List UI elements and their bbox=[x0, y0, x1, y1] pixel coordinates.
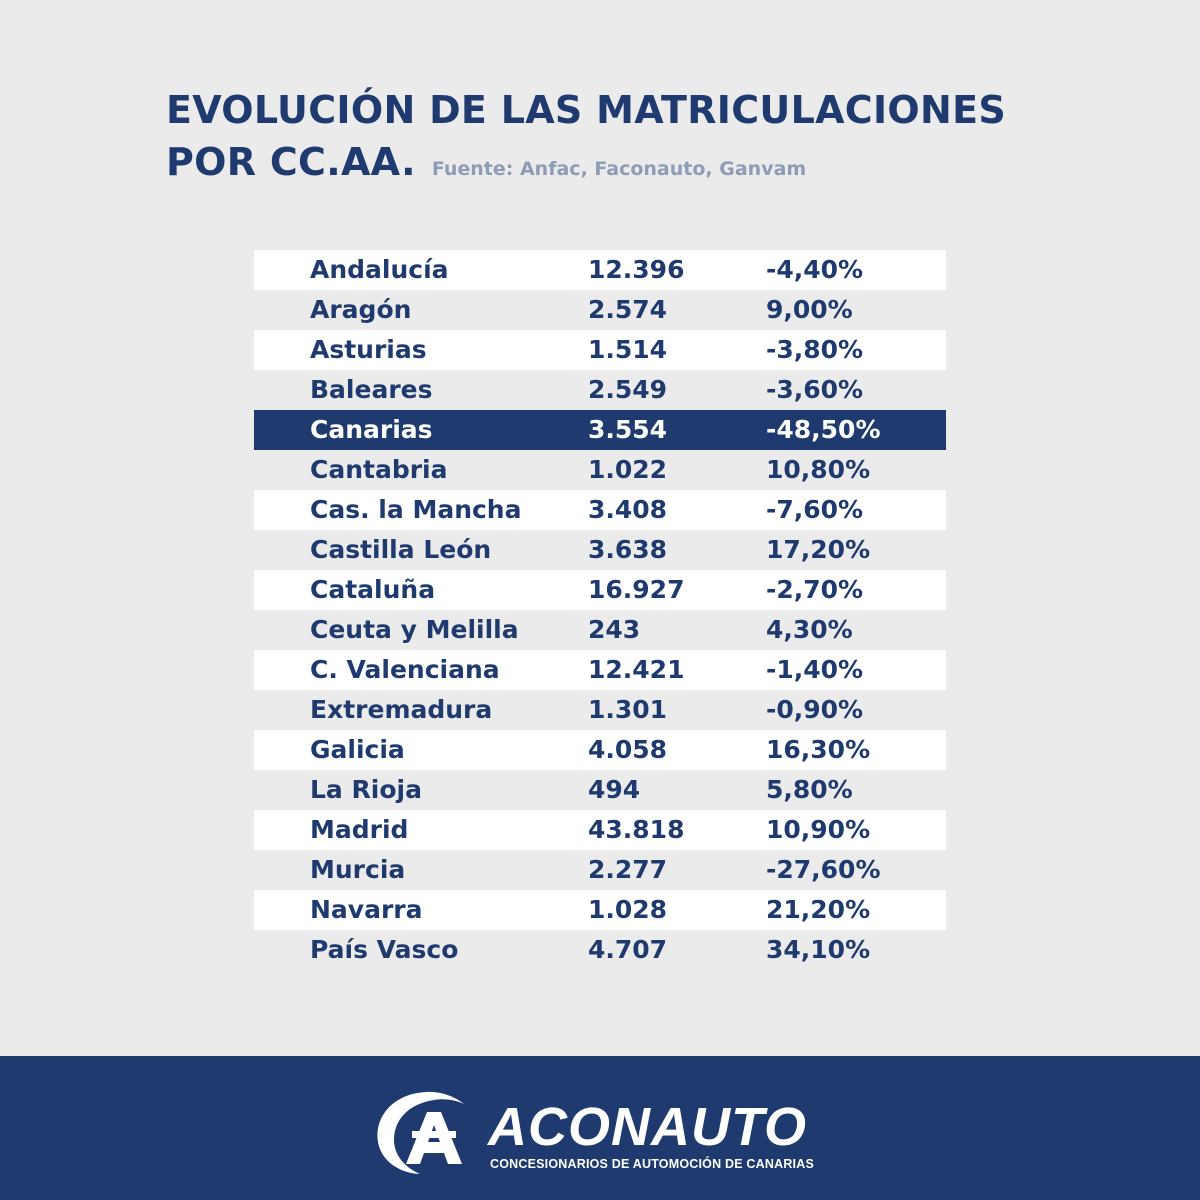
value-cell: 3.638 bbox=[588, 535, 668, 564]
value-cell: 2.574 bbox=[588, 295, 668, 324]
table-row: Cataluña 16.927 -2,70% bbox=[254, 570, 946, 610]
value-cell: 4.058 bbox=[588, 735, 668, 764]
region-cell: Navarra bbox=[310, 895, 423, 924]
region-cell: Cas. la Mancha bbox=[310, 495, 522, 524]
table-row: Cantabria 1.022 10,80% bbox=[254, 450, 946, 490]
change-cell: 21,20% bbox=[766, 895, 871, 924]
table-row: Baleares 2.549 -3,60% bbox=[254, 370, 946, 410]
change-cell: 5,80% bbox=[766, 775, 853, 804]
region-cell: Aragón bbox=[310, 295, 412, 324]
table-row: Castilla León 3.638 17,20% bbox=[254, 530, 946, 570]
change-cell: 10,90% bbox=[766, 815, 871, 844]
region-cell: Baleares bbox=[310, 375, 433, 404]
change-cell: -0,90% bbox=[766, 695, 864, 724]
value-cell: 1.514 bbox=[588, 335, 668, 364]
change-cell: 34,10% bbox=[766, 935, 871, 964]
region-cell: Murcia bbox=[310, 855, 406, 884]
value-cell: 243 bbox=[588, 615, 641, 644]
table-row: Extremadura 1.301 -0,90% bbox=[254, 690, 946, 730]
title-line-1: EVOLUCIÓN DE LAS MATRICULACIONES bbox=[166, 88, 1007, 132]
change-cell: -1,40% bbox=[766, 655, 864, 684]
value-cell: 43.818 bbox=[588, 815, 685, 844]
table-row: C. Valenciana 12.421 -1,40% bbox=[254, 650, 946, 690]
change-cell: 16,30% bbox=[766, 735, 871, 764]
value-cell: 494 bbox=[588, 775, 641, 804]
table-row: Navarra 1.028 21,20% bbox=[254, 890, 946, 930]
region-cell: Extremadura bbox=[310, 695, 493, 724]
table-row: Murcia 2.277 -27,60% bbox=[254, 850, 946, 890]
region-cell: Madrid bbox=[310, 815, 409, 844]
change-cell: -2,70% bbox=[766, 575, 864, 604]
change-cell: -7,60% bbox=[766, 495, 864, 524]
region-cell: La Rioja bbox=[310, 775, 422, 804]
change-cell: 9,00% bbox=[766, 295, 853, 324]
change-cell: -4,40% bbox=[766, 255, 864, 284]
change-cell: -48,50% bbox=[766, 415, 881, 444]
region-cell: Galicia bbox=[310, 735, 405, 764]
region-cell: Andalucía bbox=[310, 255, 449, 284]
value-cell: 1.028 bbox=[588, 895, 668, 924]
table-row: Madrid 43.818 10,90% bbox=[254, 810, 946, 850]
value-cell: 12.421 bbox=[588, 655, 685, 684]
table-row: La Rioja 494 5,80% bbox=[254, 770, 946, 810]
region-cell: Cataluña bbox=[310, 575, 436, 604]
brand-name: ACONAUTO bbox=[488, 1097, 808, 1157]
region-cell: País Vasco bbox=[310, 935, 459, 964]
title-line-2: POR CC.AA. Fuente: Anfac, Faconauto, Ganv… bbox=[166, 136, 1006, 195]
table-row: Canarias 3.554 -48,50% bbox=[254, 410, 946, 450]
aconauto-logo-icon bbox=[377, 1091, 464, 1174]
region-cell: Canarias bbox=[310, 415, 433, 444]
table-row: Ceuta y Melilla 243 4,30% bbox=[254, 610, 946, 650]
change-cell: -3,60% bbox=[766, 375, 864, 404]
region-cell: Ceuta y Melilla bbox=[310, 615, 519, 644]
value-cell: 3.408 bbox=[588, 495, 668, 524]
region-cell: Asturias bbox=[310, 335, 427, 364]
region-cell: Cantabria bbox=[310, 455, 448, 484]
value-cell: 16.927 bbox=[588, 575, 685, 604]
value-cell: 4.707 bbox=[588, 935, 668, 964]
table-row: País Vasco 4.707 34,10% bbox=[254, 930, 946, 970]
source-note: Fuente: Anfac, Faconauto, Ganvam bbox=[431, 158, 807, 180]
registrations-table: Andalucía 12.396 -4,40% Aragón 2.574 9,00% Ast… bbox=[254, 250, 946, 970]
change-cell: -27,60% bbox=[766, 855, 881, 884]
table-row: Asturias 1.514 -3,80% bbox=[254, 330, 946, 370]
value-cell: 1.301 bbox=[588, 695, 668, 724]
title-line-2-text: POR CC.AA. bbox=[166, 140, 416, 184]
table-row: Cas. la Mancha 3.408 -7,60% bbox=[254, 490, 946, 530]
page-title: EVOLUCIÓN DE LAS MATRICULACIONES POR CC.… bbox=[166, 84, 1006, 195]
change-cell: 10,80% bbox=[766, 455, 871, 484]
value-cell: 1.022 bbox=[588, 455, 668, 484]
value-cell: 2.277 bbox=[588, 855, 668, 884]
change-cell: 17,20% bbox=[766, 535, 871, 564]
change-cell: -3,80% bbox=[766, 335, 864, 364]
value-cell: 12.396 bbox=[588, 255, 685, 284]
brand-tagline: CONCESIONARIOS DE AUTOMOCIÓN DE CANARIAS bbox=[490, 1157, 814, 1171]
table-row: Aragón 2.574 9,00% bbox=[254, 290, 946, 330]
value-cell: 2.549 bbox=[588, 375, 668, 404]
table-row: Andalucía 12.396 -4,40% bbox=[254, 250, 946, 290]
footer-banner: ACONAUTO CONCESIONARIOS DE AUTOMOCIÓN DE… bbox=[0, 1056, 1200, 1200]
table-row: Galicia 4.058 16,30% bbox=[254, 730, 946, 770]
change-cell: 4,30% bbox=[766, 615, 853, 644]
region-cell: Castilla León bbox=[310, 535, 492, 564]
value-cell: 3.554 bbox=[588, 415, 668, 444]
region-cell: C. Valenciana bbox=[310, 655, 500, 684]
